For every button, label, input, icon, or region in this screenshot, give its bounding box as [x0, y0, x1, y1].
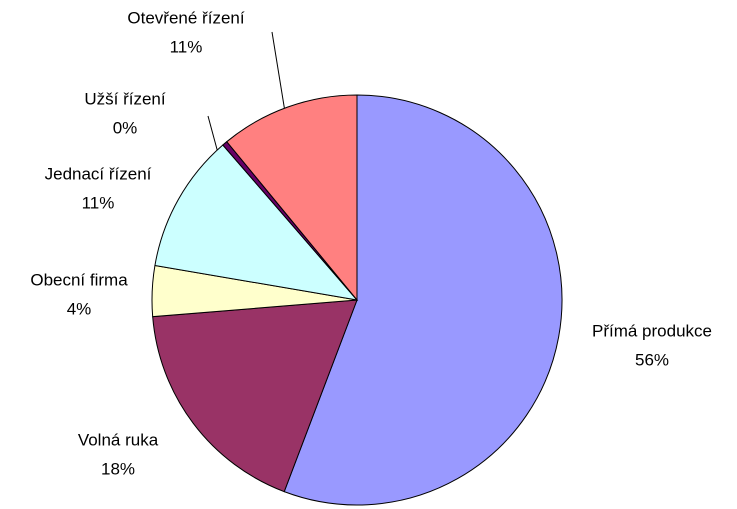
slice-label: Jednací řízení [45, 164, 152, 183]
slice-value-label: 11% [82, 193, 115, 212]
slice-value-label: 0% [113, 118, 138, 137]
pie-slice [226, 94, 358, 302]
slice-value-label: 56% [635, 350, 669, 369]
slice-label: Přímá produkce [592, 321, 712, 340]
pie-slice [154, 144, 359, 301]
slice-value-label: 4% [67, 299, 92, 318]
slice-label: Užší řízení [84, 89, 166, 108]
slice-label: Otevřené řízení [127, 8, 244, 27]
slice-value-label: 18% [101, 459, 135, 478]
slice-label: Volná ruka [78, 430, 159, 449]
leader-line [207, 115, 219, 154]
leader-line [271, 31, 286, 113]
pie-slice [152, 299, 358, 493]
pie-slice [283, 94, 563, 506]
slice-value-label: 11% [170, 37, 203, 56]
slice-label: Obecní firma [30, 270, 128, 289]
